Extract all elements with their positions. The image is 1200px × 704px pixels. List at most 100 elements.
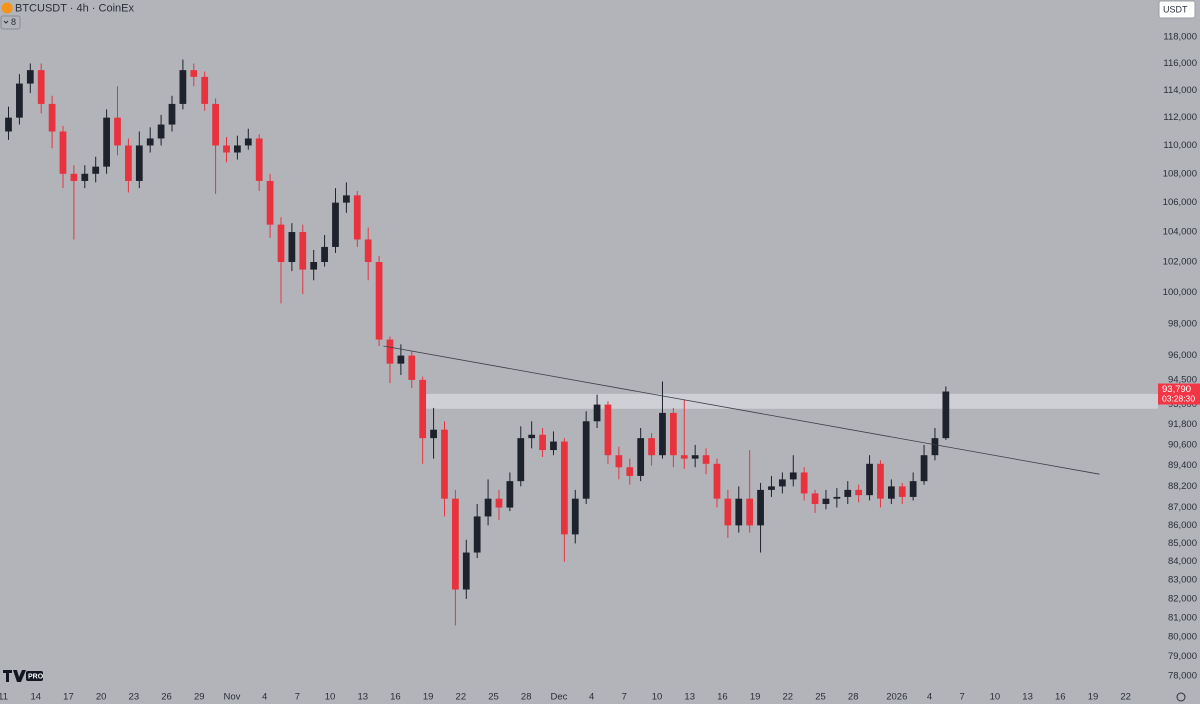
y-tick-label: 106,000 [1163,197,1197,208]
y-tick-label: 86,000 [1168,520,1197,531]
candle-body [70,173,78,181]
x-tick-label: 2026 [886,692,907,703]
candle-body [593,404,601,422]
candle-body [626,467,634,476]
header: BTCUSDT · 4h · CoinEx 8 [0,2,134,30]
x-tick-label: 23 [129,692,140,703]
candle-body [746,498,754,526]
candle-body [560,441,568,535]
candle-body [615,455,623,468]
gear[interactable] [1176,692,1186,702]
x-tick-label: 13 [357,692,368,703]
x-tick-label: 19 [750,692,761,703]
candle-body [724,498,732,526]
candle-body [473,516,481,553]
x-tick-label: 13 [684,692,695,703]
candle-body [920,455,928,482]
x-tick-label: 20 [96,692,107,703]
candle-body [877,463,884,499]
candle-body [288,232,296,263]
candle-body [441,429,448,499]
candle-body [550,441,557,451]
indicator-toggle[interactable] [0,15,21,30]
indicator-count: 8 [11,17,16,27]
x-tick-label: 7 [622,692,627,703]
candle-body [26,70,34,84]
candle-body [822,498,830,504]
candle-body [517,438,525,482]
candle-body [789,472,797,480]
candle-body [833,496,841,499]
candle-body [702,455,710,464]
candle-body [179,70,187,104]
symbol-title: BTCUSDT · 4h · CoinEx [15,2,134,14]
candle-body [582,421,590,499]
y-tick-label: 78,000 [1168,671,1197,682]
candle-body [364,239,372,263]
x-tick-label: 10 [652,692,663,703]
y-tick-label: 100,000 [1163,287,1197,298]
y-tick-label: 116,000 [1163,58,1197,69]
candle-body [353,195,361,240]
candle-body [332,202,339,247]
candle-body [81,173,89,181]
y-tick-label: 118,000 [1163,32,1197,43]
candle-body [506,481,514,508]
button-box[interactable] [1158,0,1196,19]
y-tick-label: 110,000 [1163,140,1197,151]
candle-body [571,498,579,535]
y-tick-label: 98,000 [1168,318,1197,329]
x-tick-label: 19 [1088,692,1099,703]
y-tick-label: 84,000 [1168,556,1197,567]
x-tick-label: 22 [783,692,794,703]
candle-body [37,70,45,104]
y-tick-label: 83,000 [1168,575,1197,586]
candle-body [244,138,252,146]
candle-body [451,498,459,590]
candle-body [266,180,274,225]
candle-body [408,355,416,380]
y-tick-label: 80,000 [1168,632,1197,643]
candle-body [539,434,546,451]
settings-icon[interactable] [1176,692,1186,702]
x-tick-label: 16 [1055,692,1066,703]
x-tick-label: 16 [717,692,728,703]
logo-mark [3,670,26,682]
candle-body [255,138,263,181]
y-tick-label: 114,000 [1163,85,1197,96]
candle-body [201,76,209,104]
y-tick-label: 93,000 [1168,399,1197,410]
x-tick-label: 4 [927,692,932,703]
y-tick-label: 85,000 [1168,538,1197,549]
candle-body [299,232,307,270]
candle-body [168,103,176,125]
candle-body [157,124,165,139]
button-label[interactable]: USDT [1163,4,1188,14]
candle-body [321,246,328,263]
last-price-box [1158,383,1200,405]
plot-area: 118,000 116,000 114,000 112,000 110,000 108,0… [0,32,1200,703]
y-tick-label: 89,400 [1168,460,1197,471]
currency-button[interactable]: USDT [1158,0,1196,19]
y-tick-label: 112,000 [1163,112,1197,123]
candle-body [212,103,219,146]
candle-body [866,463,873,496]
candle-body [103,117,110,167]
y-tick-label: 102,000 [1163,257,1197,268]
chevron-icon [3,20,9,24]
y-tick-label: 104,000 [1163,227,1197,238]
x-tick-label: 14 [30,692,41,703]
price-zone [424,393,1158,409]
y-tick-label: 96,000 [1168,350,1197,361]
candle-body [800,472,808,494]
candle-body [931,438,939,456]
candle-body [430,429,437,439]
candle-body [648,438,655,456]
candle-body [234,145,241,153]
y-tick-label: 94,500 [1168,374,1197,385]
candle-body [495,498,503,508]
candle-body [691,455,699,459]
x-tick-label: 22 [1120,692,1131,703]
coin-icon [1,2,13,14]
